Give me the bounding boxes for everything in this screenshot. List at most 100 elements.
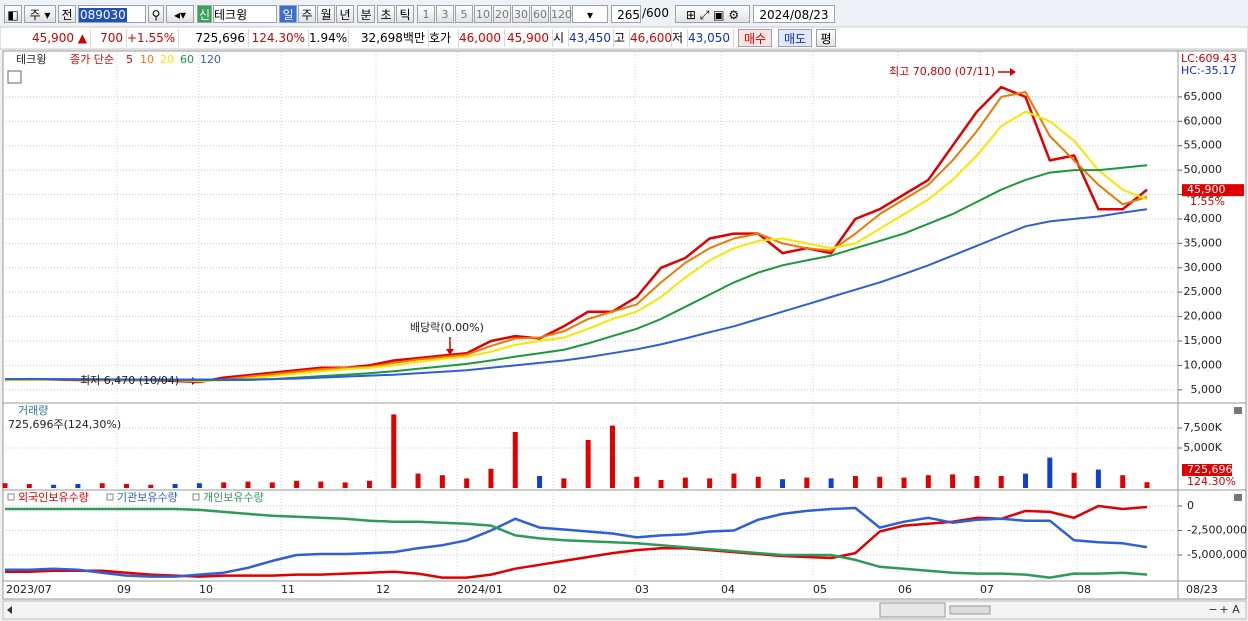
zoom-button[interactable]: −: [1208, 603, 1217, 616]
sell-button[interactable]: 매도: [778, 29, 812, 47]
legend-entry: 60: [180, 53, 194, 66]
legend: 외국인보유수량 기관보유수량 개인보유수량: [7, 491, 264, 504]
search-button[interactable]: ⚲: [148, 5, 164, 23]
volume-ratio: 124.30%: [249, 29, 309, 47]
y-tick-label: 55,000: [1184, 139, 1223, 152]
period-button[interactable]: 분: [357, 5, 375, 23]
ask: 46,000: [459, 29, 505, 47]
count-input[interactable]: 265: [611, 5, 641, 23]
scroll-left[interactable]: [7, 606, 12, 614]
ask-label: 호가: [429, 29, 459, 47]
x-tick-label: 05: [813, 583, 827, 596]
zoom-slider[interactable]: [949, 605, 991, 615]
y-tick-label: -5,000,000: [1187, 548, 1247, 561]
interval-button[interactable]: 1: [417, 5, 435, 23]
volume-bar: [780, 479, 786, 488]
volume-bar: [755, 476, 761, 488]
arrow-head: [446, 349, 454, 355]
zoom-button[interactable]: A: [1232, 603, 1240, 616]
volume-bar: [415, 473, 421, 488]
interval-button[interactable]: 120: [550, 5, 572, 23]
volume-bar: [2, 483, 8, 488]
y-tick-label: 5,000K: [1183, 441, 1222, 454]
volume-bar: [123, 484, 129, 488]
playback-buttons[interactable]: [879, 602, 946, 618]
volume-bar: [75, 484, 81, 488]
x-tick-label: 2023/07: [6, 583, 52, 596]
volume-bar: [634, 476, 640, 488]
interval-button[interactable]: 3: [436, 5, 454, 23]
close-icon[interactable]: [1234, 494, 1242, 501]
y-tick-label: 40,000: [1184, 212, 1223, 225]
period-button[interactable]: 주: [298, 5, 316, 23]
zoom-button[interactable]: +: [1219, 603, 1228, 616]
menu-icon[interactable]: ◧: [4, 5, 22, 23]
panel-title: 거래량: [18, 404, 48, 417]
avg-button[interactable]: 평: [816, 29, 836, 47]
prev-button[interactable]: 전: [58, 5, 76, 23]
buy-button[interactable]: 매수: [738, 29, 772, 47]
date-input[interactable]: 2024/08/23 ▦: [753, 5, 835, 40]
high: 46,600: [630, 29, 672, 47]
x-tick-label: 08: [1077, 583, 1091, 596]
volume-bar: [925, 475, 931, 488]
volume-marker: [1182, 464, 1232, 476]
legend-entry: 개인보유수량: [203, 491, 264, 504]
x-tick-label: 2024/01: [457, 583, 503, 596]
y-tick-label: 60,000: [1184, 114, 1223, 127]
y-tick-label: 65,000: [1184, 90, 1223, 103]
legend-entry: 기관보유수량: [117, 491, 178, 504]
volume-bar: [245, 481, 251, 488]
volume-bar: [221, 482, 227, 488]
period-button[interactable]: 일: [279, 5, 297, 23]
volume-bar: [901, 477, 907, 488]
close-icon[interactable]: [1234, 407, 1242, 414]
price: 45,900 ▲: [3, 29, 91, 47]
legend-swatch: [106, 493, 114, 501]
volume-bar: [1071, 472, 1077, 488]
code-input[interactable]: 089030: [78, 5, 146, 23]
volume: 725,696: [179, 29, 249, 47]
volume-bar: [974, 476, 980, 488]
hc-label: HC:-35.17: [1181, 64, 1236, 77]
y-tick-label: 35,000: [1184, 236, 1223, 249]
market: 주: [29, 8, 41, 22]
x-tick-label: 02: [553, 583, 567, 596]
volume-bar: [99, 483, 105, 488]
period-button[interactable]: 월: [317, 5, 335, 23]
volume-bar: [1047, 457, 1053, 488]
sound-button[interactable]: ◂▾: [166, 5, 194, 23]
y-tick-label: 20,000: [1184, 310, 1223, 323]
period-button[interactable]: 틱: [396, 5, 414, 23]
interval-button[interactable]: 60: [531, 5, 549, 23]
annotation: 배당락(0.00%): [410, 321, 484, 334]
chart-bg: [2, 50, 1247, 600]
series-line: [5, 208, 1148, 381]
volume-bar: [950, 474, 956, 488]
volume-bar: [26, 484, 32, 488]
dropdown[interactable]: ▾: [572, 5, 608, 23]
period-button[interactable]: 년: [336, 5, 354, 23]
market-select[interactable]: 주 ▾: [24, 5, 56, 23]
volume-bar: [318, 481, 324, 488]
legend-entry: 120: [200, 53, 221, 66]
y-tick-label: 0: [1187, 499, 1194, 512]
volume-bar: [269, 482, 275, 488]
volume-bar: [294, 480, 300, 488]
volume-bar: [148, 484, 154, 488]
period-button[interactable]: 초: [377, 5, 395, 23]
scrollbar[interactable]: [2, 600, 1247, 620]
interval-button[interactable]: 30: [512, 5, 530, 23]
interval-button[interactable]: 10: [474, 5, 492, 23]
open-label: 시: [553, 29, 569, 47]
y-tick-label: 5,000: [1191, 383, 1223, 396]
tool-icons[interactable]: ⊞ ⤢ ▣ ⚙: [675, 5, 750, 23]
table-icon[interactable]: [7, 70, 22, 84]
volume-bar: [439, 475, 445, 488]
volume-bar: [998, 476, 1004, 488]
volume-bar: [488, 468, 494, 488]
interval-button[interactable]: 5: [455, 5, 473, 23]
bid: 45,900: [505, 29, 553, 47]
interval-button[interactable]: 20: [493, 5, 511, 23]
volume-bar: [1095, 469, 1101, 488]
